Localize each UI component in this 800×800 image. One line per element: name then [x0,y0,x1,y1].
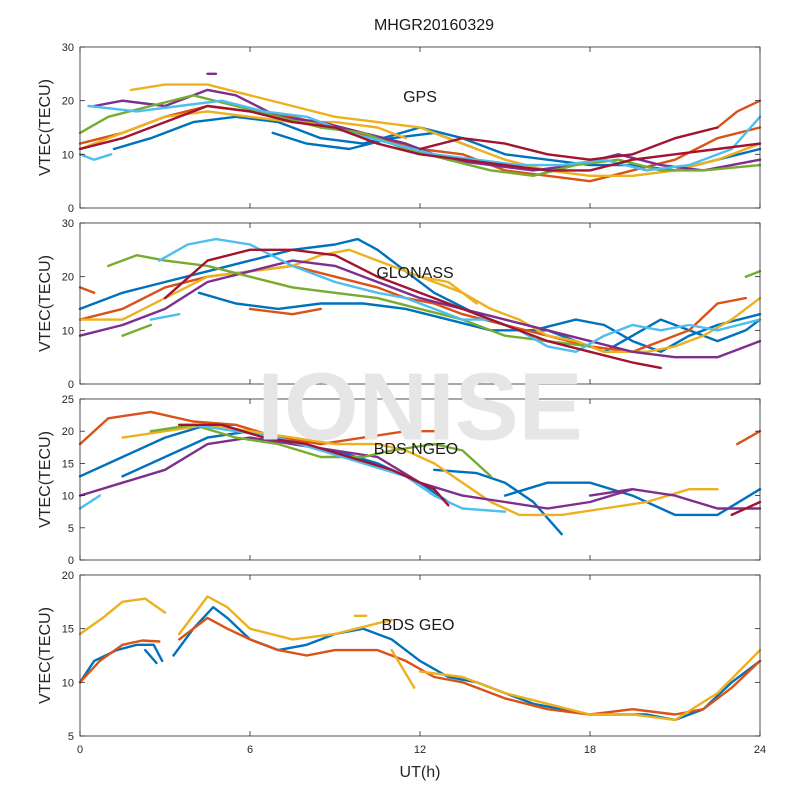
series-line-4 [78,639,161,684]
series-line-9 [78,94,762,177]
series-group [78,72,762,183]
y-axis-label: VTEC(TECU) [37,431,54,528]
series-line-5 [129,83,762,177]
series-line-7 [178,595,393,641]
series-line-10 [78,153,113,161]
x-tick-label: 0 [77,744,83,756]
series-line-8 [390,648,416,689]
series-line-12 [149,313,181,321]
series-line-2 [144,648,158,665]
panel-1: 0 10 20 30 VTEC(TECU) GPS [37,42,762,215]
y-tick-label: 15 [62,624,74,636]
y-axis-label: VTEC(TECU) [37,607,54,704]
series-group [78,237,762,370]
y-tick-label: 20 [62,272,74,284]
y-axis-label: VTEC(TECU) [37,79,54,176]
x-tick-label: 6 [247,744,253,756]
series-line-9 [588,488,634,497]
y-tick-label: 5 [68,523,74,535]
series-line-6 [78,110,407,151]
plot-area [80,575,760,736]
series-line-11 [121,323,152,337]
series-line-2 [197,291,762,353]
y-tick-label: 30 [62,218,74,230]
panel-label: GLONASS [376,265,453,282]
panel-2: 0 10 20 30 VTEC(TECU) GLONASS [37,218,762,391]
y-tick-label: 10 [62,149,74,161]
y-tick-label: 20 [62,96,74,108]
y-tick-label: 10 [62,677,74,689]
y-tick-label: 15 [62,458,74,470]
y-tick-label: 20 [62,426,74,438]
series-line-8 [78,259,762,359]
panel-label: GPS [403,89,437,106]
series-line-14 [163,248,662,370]
series-line-5 [248,307,322,316]
series-line-5 [178,616,762,716]
series-line-1 [78,237,762,353]
series-line-14 [730,500,762,517]
panel-4: 0 6 12 18 24 5 10 15 20 VTEC(TECU) BDS GEO [37,570,766,756]
figure-title: MHGR20160329 [374,17,494,34]
series-line-13 [178,423,450,507]
series-line-11 [87,99,762,172]
series-line-4 [503,481,762,517]
series-line-9 [107,254,592,348]
y-tick-label: 30 [62,42,74,54]
x-tick-label: 18 [584,744,596,756]
series-line-11 [78,494,101,510]
series-line-1 [78,643,164,684]
y-tick-label: 0 [68,555,74,567]
series-line-3 [433,468,563,536]
y-tick-label: 0 [68,379,74,391]
series-line-6 [736,430,762,446]
series-line-13 [418,126,719,161]
series-line-6 [78,597,167,636]
y-tick-label: 10 [62,325,74,337]
series-line-10 [744,270,762,278]
series-line-7 [418,275,478,305]
series-line-12 [78,104,762,172]
series-group [78,595,762,722]
x-tick-label: 24 [754,744,766,756]
series-line-4 [78,286,96,294]
panel-label: BDS GEO [382,617,455,634]
y-tick-label: 20 [62,570,74,582]
chart-panels: 0 10 20 30 VTEC(TECU) GPS 0 10 20 30 VTEC(TECU) GLO… [37,42,766,756]
watermark-text: IONISE [257,353,582,460]
panel-label: BDS NGEO [374,441,458,458]
series-line-6 [78,248,762,353]
y-tick-label: 5 [68,731,74,743]
series-line-9 [418,648,762,722]
series-line-4 [716,99,762,129]
series-group [78,410,762,536]
series-line-13 [158,237,762,353]
x-axis-label: UT(h) [400,764,441,781]
y-tick-label: 25 [62,394,74,406]
y-axis-label: VTEC(TECU) [37,255,54,352]
panel-3: 0 5 10 15 20 25 VTEC(TECU) BDS NGEO [37,394,762,567]
y-tick-label: 10 [62,491,74,503]
y-tick-label: 0 [68,203,74,215]
x-tick-label: 12 [414,744,426,756]
